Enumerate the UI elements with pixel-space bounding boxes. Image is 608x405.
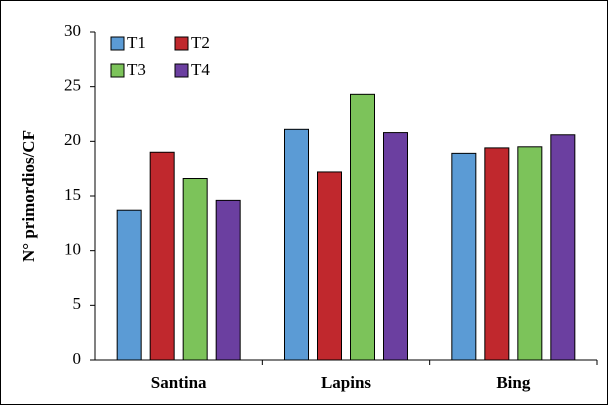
y-tick-label: 30 [64, 21, 81, 40]
legend-swatch [110, 36, 125, 51]
y-tick-label: 25 [64, 76, 81, 95]
y-tick-label: 5 [73, 294, 82, 313]
y-tick-label: 20 [64, 130, 81, 149]
legend-label: T2 [191, 33, 210, 52]
legend-label: T3 [127, 60, 146, 79]
x-tick-label: Santina [151, 373, 207, 392]
bar [383, 132, 408, 361]
bar [517, 146, 543, 361]
bar [484, 147, 510, 361]
x-tick-label: Bing [496, 373, 531, 392]
bar [149, 151, 175, 361]
bar [284, 128, 309, 361]
y-axis-label: N° primordios/CF [19, 130, 38, 262]
bar [116, 209, 142, 361]
bar [550, 134, 576, 361]
legend-swatch [174, 36, 189, 51]
legend-swatch [110, 63, 125, 78]
legend-label: T1 [127, 33, 146, 52]
bar [451, 152, 477, 361]
y-tick-label: 0 [73, 349, 82, 368]
x-tick-label: Lapins [321, 373, 371, 392]
y-tick-label: 10 [64, 240, 81, 259]
legend-label: T4 [191, 60, 210, 79]
legend-swatch [174, 63, 189, 78]
bar [317, 171, 342, 361]
y-tick-label: 15 [64, 185, 81, 204]
bar [350, 93, 375, 361]
bar [215, 199, 241, 361]
bar [182, 178, 208, 361]
